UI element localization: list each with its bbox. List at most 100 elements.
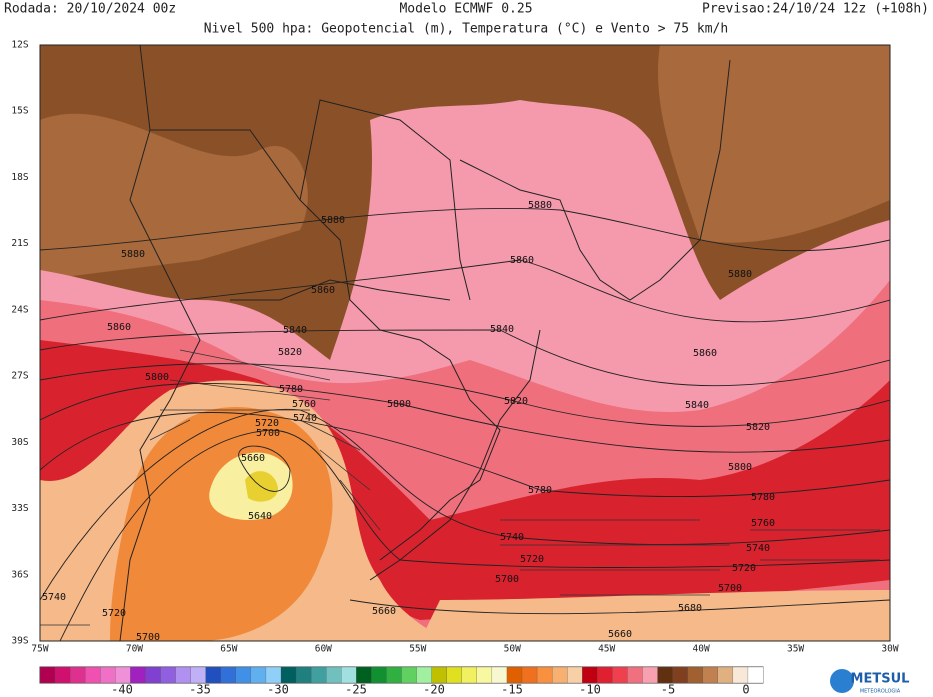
colorbar-cell — [642, 666, 659, 684]
contour-label: 5740 — [293, 413, 317, 424]
colorbar-cell — [416, 666, 433, 684]
colorbar-label: -25 — [345, 683, 367, 697]
colorbar-cell — [702, 666, 719, 684]
colorbar-cell — [175, 666, 192, 684]
contour-label: 5780 — [528, 485, 552, 496]
run-time: Rodada: 20/10/2024 00z — [4, 2, 176, 17]
field-region — [420, 590, 890, 641]
contour-label: 5740 — [42, 592, 66, 603]
logo-name: METSUL — [851, 672, 910, 687]
contour-label: 5820 — [746, 422, 770, 433]
colorbar-cell — [506, 666, 523, 684]
lat-label: 21S — [11, 238, 28, 249]
contour-label: 5780 — [279, 384, 303, 395]
colorbar-label: -30 — [267, 683, 289, 697]
colorbar-cell — [401, 666, 418, 684]
model-name: Modelo ECMWF 0.25 — [399, 2, 532, 17]
contour-label: 5820 — [504, 396, 528, 407]
contour-label: 5860 — [693, 348, 717, 359]
colorbar-cell — [115, 666, 131, 684]
lat-label: 39S — [11, 636, 28, 647]
contour-label: 5700 — [495, 574, 519, 585]
colorbar-cell — [732, 666, 749, 684]
lon-label: 40W — [693, 644, 710, 655]
forecast-time: Previsao:24/10/24 12z (+108h) — [702, 2, 929, 17]
colorbar-cell — [160, 666, 177, 684]
colorbar-cell — [476, 666, 493, 684]
contour-label: 5860 — [510, 255, 534, 266]
contour-label: 5720 — [102, 608, 126, 619]
contour-label: 5700 — [718, 583, 742, 594]
colorbar-cell — [687, 666, 704, 684]
colorbar-cell — [717, 666, 734, 684]
colorbar-cell — [280, 666, 297, 684]
colorbar-label: -15 — [501, 683, 523, 697]
colorbar-cell — [85, 666, 101, 684]
field-region — [40, 113, 308, 280]
colorbar-cell — [100, 666, 116, 684]
lon-label: 55W — [409, 644, 426, 655]
colorbar-cell — [672, 666, 689, 684]
colorbar-cell — [220, 666, 237, 684]
lon-label: 75W — [31, 644, 48, 655]
contour-label: 5880 — [121, 249, 145, 260]
lat-label: 12S — [11, 40, 28, 51]
lat-label: 30S — [11, 437, 28, 448]
lat-label: 27S — [11, 371, 28, 382]
colorbar-cell — [69, 666, 86, 684]
colorbar-cell — [431, 666, 448, 684]
colorbar-cell — [190, 666, 207, 684]
contour-label: 5880 — [321, 215, 345, 226]
contour-label: 5680 — [678, 603, 702, 614]
colorbar-cell — [491, 666, 508, 684]
contour-label: 5660 — [608, 629, 632, 640]
contour-label: 5800 — [387, 399, 411, 410]
colorbar-cell — [521, 666, 538, 684]
subtitle: Nivel 500 hpa: Geopotencial (m), Tempera… — [204, 22, 728, 37]
contour-label: 5880 — [528, 200, 552, 211]
lat-label: 36S — [11, 569, 28, 580]
lon-label: 35W — [787, 644, 804, 655]
contour-label: 5720 — [255, 418, 279, 429]
map-area — [40, 45, 890, 641]
lon-label: 60W — [315, 644, 332, 655]
lat-label: 15S — [11, 106, 28, 117]
colorbar-cell — [310, 666, 327, 684]
colorbar-label: 0 — [742, 683, 749, 697]
lat-label: 24S — [11, 304, 28, 315]
contour-label: 5660 — [372, 606, 396, 617]
contour-label: 5740 — [500, 532, 524, 543]
contour-label: 5820 — [278, 347, 302, 358]
colorbar-cell — [130, 666, 146, 684]
field-region — [658, 45, 890, 243]
contour-label: 5660 — [241, 453, 265, 464]
colorbar-cell — [461, 666, 478, 684]
contour-label: 5720 — [732, 563, 756, 574]
contour-label: 5700 — [256, 428, 280, 439]
contour-label: 5840 — [490, 324, 514, 335]
contour-label: 5760 — [292, 399, 316, 410]
contour-label: 5860 — [107, 322, 131, 333]
colorbar-cell — [747, 666, 764, 684]
lon-label: 50W — [504, 644, 521, 655]
contour-label: 5860 — [311, 285, 335, 296]
colorbar-cell — [446, 666, 463, 684]
contour-label: 5640 — [248, 511, 272, 522]
colorbar-cell — [205, 666, 222, 684]
lon-label: 65W — [220, 644, 237, 655]
contour-label: 5840 — [283, 325, 307, 336]
contour-label: 5720 — [520, 554, 544, 565]
lat-label: 33S — [11, 503, 28, 514]
colorbar-cell — [235, 666, 252, 684]
colorbar-cell — [326, 666, 342, 684]
colorbar-cell — [356, 666, 372, 684]
colorbar-cell — [536, 666, 553, 684]
contour-label: 5880 — [728, 269, 752, 280]
wind-vectors — [40, 349, 880, 626]
lon-label: 70W — [126, 644, 143, 655]
contours — [40, 208, 890, 641]
contour-label: 5760 — [751, 518, 775, 529]
contour-label: 5780 — [751, 492, 775, 503]
logo-icon — [830, 669, 854, 693]
colorbar-label: -40 — [111, 683, 133, 697]
